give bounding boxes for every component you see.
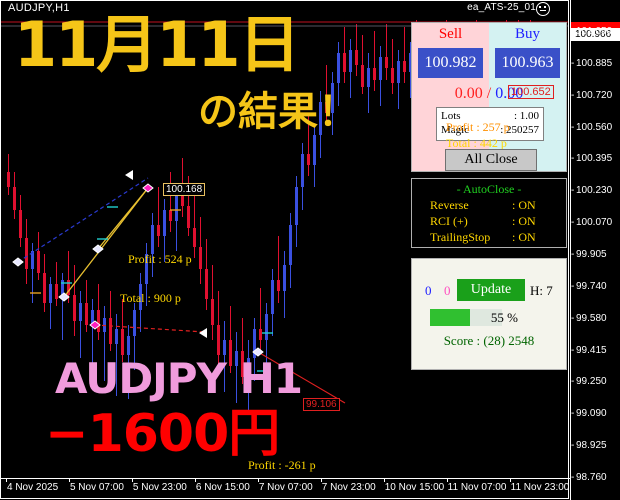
time-tick: 11 Nov 07:00 (447, 482, 507, 493)
chart-note-total-upper: Total : 900 p (120, 291, 181, 305)
chart-note-profit-lower: Profit : -261 p (248, 458, 316, 472)
pl-row: 0.00 / 0.00 (412, 85, 566, 103)
price-tick: -100.720 (571, 89, 613, 101)
autoclose-key: Reverse (430, 198, 469, 212)
pl-separator: / (486, 85, 492, 102)
time-axis: 4 Nov 2025 5 Nov 07:00 5 Nov 23:00 6 Nov 15… (0, 478, 570, 500)
panel-profit-text: Profit : 257 p (446, 120, 510, 134)
time-tick: 5 Nov 23:00 (132, 482, 187, 493)
time-mark (194, 478, 196, 482)
time-tick: 6 Nov 15:00 (195, 482, 250, 493)
price-tick: -100.070 (571, 217, 613, 229)
price-tick: -99.740 (571, 280, 607, 292)
price-label-low: 99.106 (303, 398, 340, 411)
time-mark (257, 478, 259, 482)
price-tick: -100.395 (571, 153, 613, 165)
update-button[interactable]: Update (457, 279, 525, 301)
bid-price-band (571, 22, 620, 29)
ea-smiley-icon (536, 2, 550, 16)
time-axis-line (0, 478, 570, 479)
count-pink: 0 (444, 283, 451, 298)
magic-value: : 250257 (500, 123, 539, 136)
autoclose-row: Reverse : ON (412, 197, 566, 213)
price-tick: -99.090 (571, 408, 607, 420)
price-label-high: 100.168 (163, 183, 206, 196)
time-tick: 5 Nov 07:00 (69, 482, 124, 493)
autoclose-panel: - AutoClose - Reverse: ON RCI (+): ON Trai… (411, 178, 567, 248)
panel-total-text: Total : 442 p (446, 136, 507, 150)
current-price-label: 100.966 (571, 28, 620, 41)
magic-row: Magic : 250257 (441, 124, 539, 138)
overlay-big-amount: −1600円 (45, 404, 280, 464)
magic-key: Magic (441, 123, 470, 136)
score-text: Score : (28) 2548 (443, 333, 535, 348)
price-tick: -99.415 (571, 344, 607, 356)
pl-buy-value: 0.00 (495, 85, 524, 102)
price-axis[interactable]: 100.966 -101.050 -100.885 -100.720 -100.560… (570, 0, 620, 500)
time-tick: 10 Nov 15:00 (384, 482, 445, 493)
lots-magic-box: Lots : 1.00 Magic : 250257 (436, 107, 544, 141)
time-mark (446, 478, 448, 482)
price-tick: -100.560 (571, 121, 613, 133)
time-mark (68, 478, 70, 482)
lots-value: : 1.00 (513, 110, 539, 122)
lots-row: Lots : 1.00 (441, 110, 539, 124)
autoclose-value: : ON (512, 230, 536, 245)
count-blue: 0 (425, 283, 432, 298)
overlay-big-pair: AUDJPY H1 (55, 354, 303, 403)
progress-bar-track (430, 309, 502, 326)
progress-bar-text: 55 % (490, 310, 518, 325)
time-tick: 11 Nov 23:00 (510, 482, 570, 493)
ea-trade-panel[interactable]: Sell 100.982 Buy 100.963 0.00 / 0.00 100… (411, 22, 567, 172)
price-tick: -98.760 (571, 472, 607, 483)
sell-section[interactable]: Sell 100.982 (412, 23, 489, 171)
autoclose-value: : ON (512, 214, 536, 229)
h-value-label: H: 7 (530, 283, 553, 298)
autoclose-row: RCI (+) : ON (412, 213, 566, 229)
time-mark (6, 478, 7, 482)
buy-label: Buy (514, 26, 540, 42)
score-panel[interactable]: 0 0 Update H: 7 55 % Score : (28) 2548 (411, 258, 567, 370)
autoclose-key: TrailingStop (430, 230, 491, 245)
price-tick: -100.230 (571, 185, 613, 197)
progress-bar-fill (430, 309, 470, 326)
pl-sell-value: 0.00 (454, 85, 483, 102)
autoclose-rows: Reverse : ON RCI (+) : ON TrailingStop : ON (412, 197, 566, 246)
price-tick: -99.905 (571, 249, 607, 260)
price-tick: -101.050 (571, 26, 613, 37)
autoclose-key: RCI (+) (430, 214, 468, 229)
price-tick: -99.580 (571, 312, 607, 324)
chart-title-bar: AUDJPY,H1 ea_ATS-25_01 (0, 0, 570, 18)
time-mark (509, 478, 511, 482)
time-mark (320, 478, 322, 482)
sell-price-button[interactable]: 100.982 (418, 48, 483, 78)
time-tick: 7 Nov 07:00 (258, 482, 313, 493)
overlay-big-date: 11月11日 (14, 8, 301, 81)
autoclose-row: TrailingStop : ON (412, 229, 566, 245)
time-tick: 7 Nov 23:00 (321, 482, 376, 493)
all-close-button[interactable]: All Close (445, 149, 537, 171)
chart-note-profit-upper: Profit : 524 p (128, 252, 192, 266)
autoclose-title: - AutoClose - (456, 182, 522, 196)
price-tick: -100.885 (571, 57, 613, 69)
time-mark (383, 478, 385, 482)
symbol-label: AUDJPY,H1 (8, 2, 70, 14)
ea-name-label: ea_ATS-25_01 (467, 2, 536, 13)
overlay-big-result: の結果！ (198, 89, 358, 135)
time-mark (131, 478, 133, 482)
autoclose-value: : ON (512, 198, 536, 212)
sell-label: Sell (438, 26, 463, 42)
price-tick: -98.925 (571, 440, 607, 452)
ask-price-box: 100.652 (508, 85, 554, 99)
lots-key: Lots (441, 110, 461, 122)
price-tick: -99.250 (571, 376, 607, 388)
buy-price-button[interactable]: 100.963 (495, 48, 560, 78)
time-tick: 4 Nov 2025 (7, 482, 59, 493)
